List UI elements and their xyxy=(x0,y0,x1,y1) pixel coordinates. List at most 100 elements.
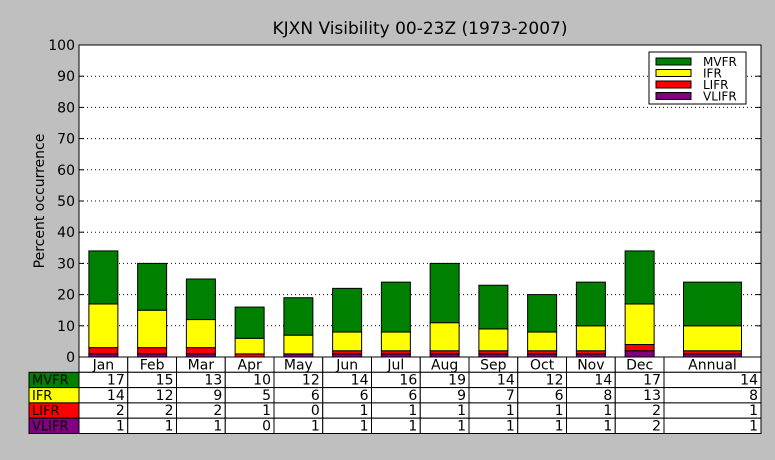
bar-aug-mvfr xyxy=(429,262,460,324)
table-header-label-jan: Jan xyxy=(92,357,115,373)
table-header-label-dec: Dec xyxy=(626,357,653,373)
y-tick-label-90: 90 xyxy=(57,69,75,85)
table-value-vlifr-oct: 1 xyxy=(555,419,564,435)
table-value-vlifr-jul: 1 xyxy=(408,419,417,435)
table-value-vlifr-annual: 1 xyxy=(749,419,758,435)
table-row-label-vlifr: VLIFR xyxy=(32,420,68,435)
bar-nov-ifr xyxy=(575,325,606,352)
table-row-label-lifr: LIFR xyxy=(32,404,60,419)
y-tick-label-0: 0 xyxy=(66,350,75,366)
legend-swatch-lifr xyxy=(655,80,692,89)
table-header-label-nov: Nov xyxy=(577,357,604,373)
bar-feb-ifr xyxy=(137,309,168,349)
table-header-label-apr: Apr xyxy=(238,357,262,373)
bar-oct-mvfr xyxy=(527,294,558,333)
bar-dec-mvfr xyxy=(624,250,655,305)
bar-annual-ifr xyxy=(683,325,742,352)
bar-annual-mvfr xyxy=(683,281,742,327)
table-value-ifr-aug: 9 xyxy=(457,388,466,404)
bar-mar-lifr xyxy=(185,347,216,355)
bar-sep-mvfr xyxy=(478,284,509,330)
table-value-mvfr-jan: 17 xyxy=(107,373,125,389)
table-value-ifr-jun: 6 xyxy=(360,388,369,404)
table-value-mvfr-dec: 17 xyxy=(643,373,661,389)
bar-may-mvfr xyxy=(283,297,314,336)
table-value-mvfr-jun: 14 xyxy=(351,373,369,389)
bar-oct-ifr xyxy=(527,331,558,352)
table-header-label-mar: Mar xyxy=(188,357,215,373)
table-value-mvfr-apr: 10 xyxy=(253,373,271,389)
table-value-ifr-oct: 6 xyxy=(555,388,564,404)
table-value-vlifr-nov: 1 xyxy=(603,419,612,435)
table-value-lifr-mar: 2 xyxy=(213,403,222,419)
table-value-lifr-apr: 1 xyxy=(262,403,271,419)
bar-aug-ifr xyxy=(429,322,460,352)
table-value-lifr-jun: 1 xyxy=(360,403,369,419)
table-value-mvfr-nov: 14 xyxy=(594,373,612,389)
table-header-label-annual: Annual xyxy=(688,357,737,373)
table-value-mvfr-jul: 16 xyxy=(399,373,417,389)
y-tick-label-70: 70 xyxy=(57,132,75,148)
table-value-lifr-annual: 1 xyxy=(749,403,758,419)
bar-jan-lifr xyxy=(88,347,119,355)
bar-jan-ifr xyxy=(88,303,119,349)
table-value-ifr-jul: 6 xyxy=(408,388,417,404)
table-value-ifr-nov: 8 xyxy=(603,388,612,404)
chart-title: KJXN Visibility 00-23Z (1973-2007) xyxy=(273,19,568,39)
y-tick-label-80: 80 xyxy=(57,100,75,116)
table-value-lifr-dec: 2 xyxy=(652,403,661,419)
y-tick-label-100: 100 xyxy=(48,38,75,54)
y-tick-label-50: 50 xyxy=(57,194,75,210)
bar-apr-ifr xyxy=(234,337,265,355)
bar-mar-ifr xyxy=(185,319,216,349)
table-value-ifr-annual: 8 xyxy=(749,388,758,404)
table-value-vlifr-apr: 0 xyxy=(262,419,271,435)
table-header-label-aug: Aug xyxy=(431,357,458,373)
table-value-mvfr-aug: 19 xyxy=(448,373,466,389)
table-cell-lifr-annual xyxy=(663,402,762,419)
bar-jun-mvfr xyxy=(332,287,363,333)
bars-group xyxy=(88,250,742,358)
bar-dec-vlifr xyxy=(624,350,655,358)
legend-swatch-vlifr xyxy=(655,92,692,100)
bar-apr-mvfr xyxy=(234,306,265,339)
bar-may-ifr xyxy=(283,334,314,355)
table-value-lifr-jul: 1 xyxy=(408,403,417,419)
table-value-mvfr-feb: 15 xyxy=(156,373,174,389)
table-value-ifr-sep: 7 xyxy=(506,388,515,404)
bar-jun-ifr xyxy=(332,331,363,352)
table-value-lifr-sep: 1 xyxy=(506,403,515,419)
y-axis-ticks: 0 10 20 30 40 50 60 70 80 90 100 xyxy=(48,38,761,366)
table-value-mvfr-may: 12 xyxy=(302,373,320,389)
y-tick-label-60: 60 xyxy=(57,163,75,179)
table-cell-ifr-annual xyxy=(663,387,762,404)
table-value-lifr-may: 0 xyxy=(311,403,320,419)
table-value-ifr-apr: 5 xyxy=(262,388,271,404)
bar-feb-lifr xyxy=(137,347,168,355)
bar-sep-ifr xyxy=(478,328,509,352)
table-value-ifr-dec: 13 xyxy=(643,388,661,404)
table-value-vlifr-dec: 2 xyxy=(652,419,661,435)
bar-feb-mvfr xyxy=(137,262,168,311)
table-value-mvfr-annual: 14 xyxy=(740,373,758,389)
data-table: Jan Feb Mar Apr May Jun Jul Aug Sep Oct Nov Dec Annu… xyxy=(28,356,762,435)
y-tick-label-40: 40 xyxy=(57,225,75,241)
table-value-vlifr-sep: 1 xyxy=(506,419,515,435)
legend-label-ifr: IFR xyxy=(703,67,722,81)
y-tick-label-20: 20 xyxy=(57,288,75,304)
legend-swatch-ifr xyxy=(655,69,692,77)
bar-jul-ifr xyxy=(380,331,411,352)
legend-label-vlifr: VLIFR xyxy=(703,90,737,104)
table-value-vlifr-jan: 1 xyxy=(116,419,125,435)
bar-dec-lifr xyxy=(624,344,655,352)
table-value-vlifr-feb: 1 xyxy=(165,419,174,435)
bar-jul-mvfr xyxy=(380,281,411,333)
y-tick-label-30: 30 xyxy=(57,256,75,272)
table-header-label-jun: Jun xyxy=(335,357,358,373)
y-tick-label-10: 10 xyxy=(57,319,75,335)
bar-jan-mvfr xyxy=(88,250,119,305)
legend-swatch-mvfr xyxy=(655,57,692,66)
table-cell-vlifr-annual xyxy=(663,417,762,435)
